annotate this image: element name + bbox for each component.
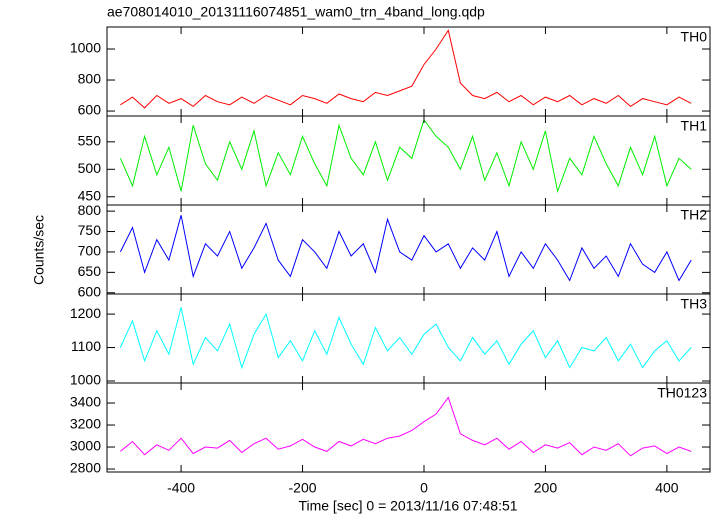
y-tick-label: 1000: [70, 40, 101, 56]
y-tick-label: 3200: [70, 416, 101, 432]
y-tick-label: 600: [78, 283, 102, 299]
panel-label: TH2: [681, 207, 708, 223]
panel-label: TH1: [681, 118, 708, 134]
y-tick-label: 650: [78, 263, 102, 279]
panel-label: TH0123: [657, 385, 707, 401]
panel-frame: [106, 115, 711, 206]
x-tick-label: 0: [420, 480, 428, 496]
y-axis-label: Counts/sec: [31, 215, 47, 285]
light-curve: [119, 215, 692, 282]
light-curve: [119, 118, 692, 194]
y-tick-label: 1000: [70, 372, 101, 388]
x-tick-label: -400: [167, 480, 195, 496]
x-axis-label: Time [sec] 0 = 2013/11/16 07:48:51: [298, 498, 517, 514]
chart-title: ae708014010_20131116074851_wam0_trn_4ban…: [107, 4, 485, 20]
y-tick-label: 2800: [70, 460, 101, 476]
panel-frame: [106, 293, 711, 384]
x-tick-label: -200: [289, 480, 317, 496]
y-tick-label: 450: [78, 187, 102, 203]
panel-frame: [106, 382, 711, 473]
light-curve: [119, 307, 692, 370]
panel-label: TH0: [681, 29, 708, 45]
y-tick-label: 3000: [70, 438, 101, 454]
y-tick-label: 750: [78, 222, 102, 238]
light-curve: [120, 29, 692, 109]
light-curve: [120, 396, 692, 457]
y-tick-label: 600: [78, 102, 102, 118]
y-tick-label: 700: [78, 243, 102, 259]
y-tick-label: 1200: [70, 305, 101, 321]
y-tick-label: 800: [78, 202, 102, 218]
x-tick-label: 200: [534, 480, 558, 496]
y-tick-label: 3400: [70, 394, 101, 410]
panel-frame: [106, 204, 711, 295]
panel-label: TH3: [681, 296, 708, 312]
y-tick-label: 550: [78, 133, 102, 149]
y-tick-label: 1100: [71, 338, 101, 354]
y-tick-label: 800: [78, 71, 102, 87]
x-tick-label: 400: [655, 480, 679, 496]
y-tick-label: 500: [78, 160, 102, 176]
